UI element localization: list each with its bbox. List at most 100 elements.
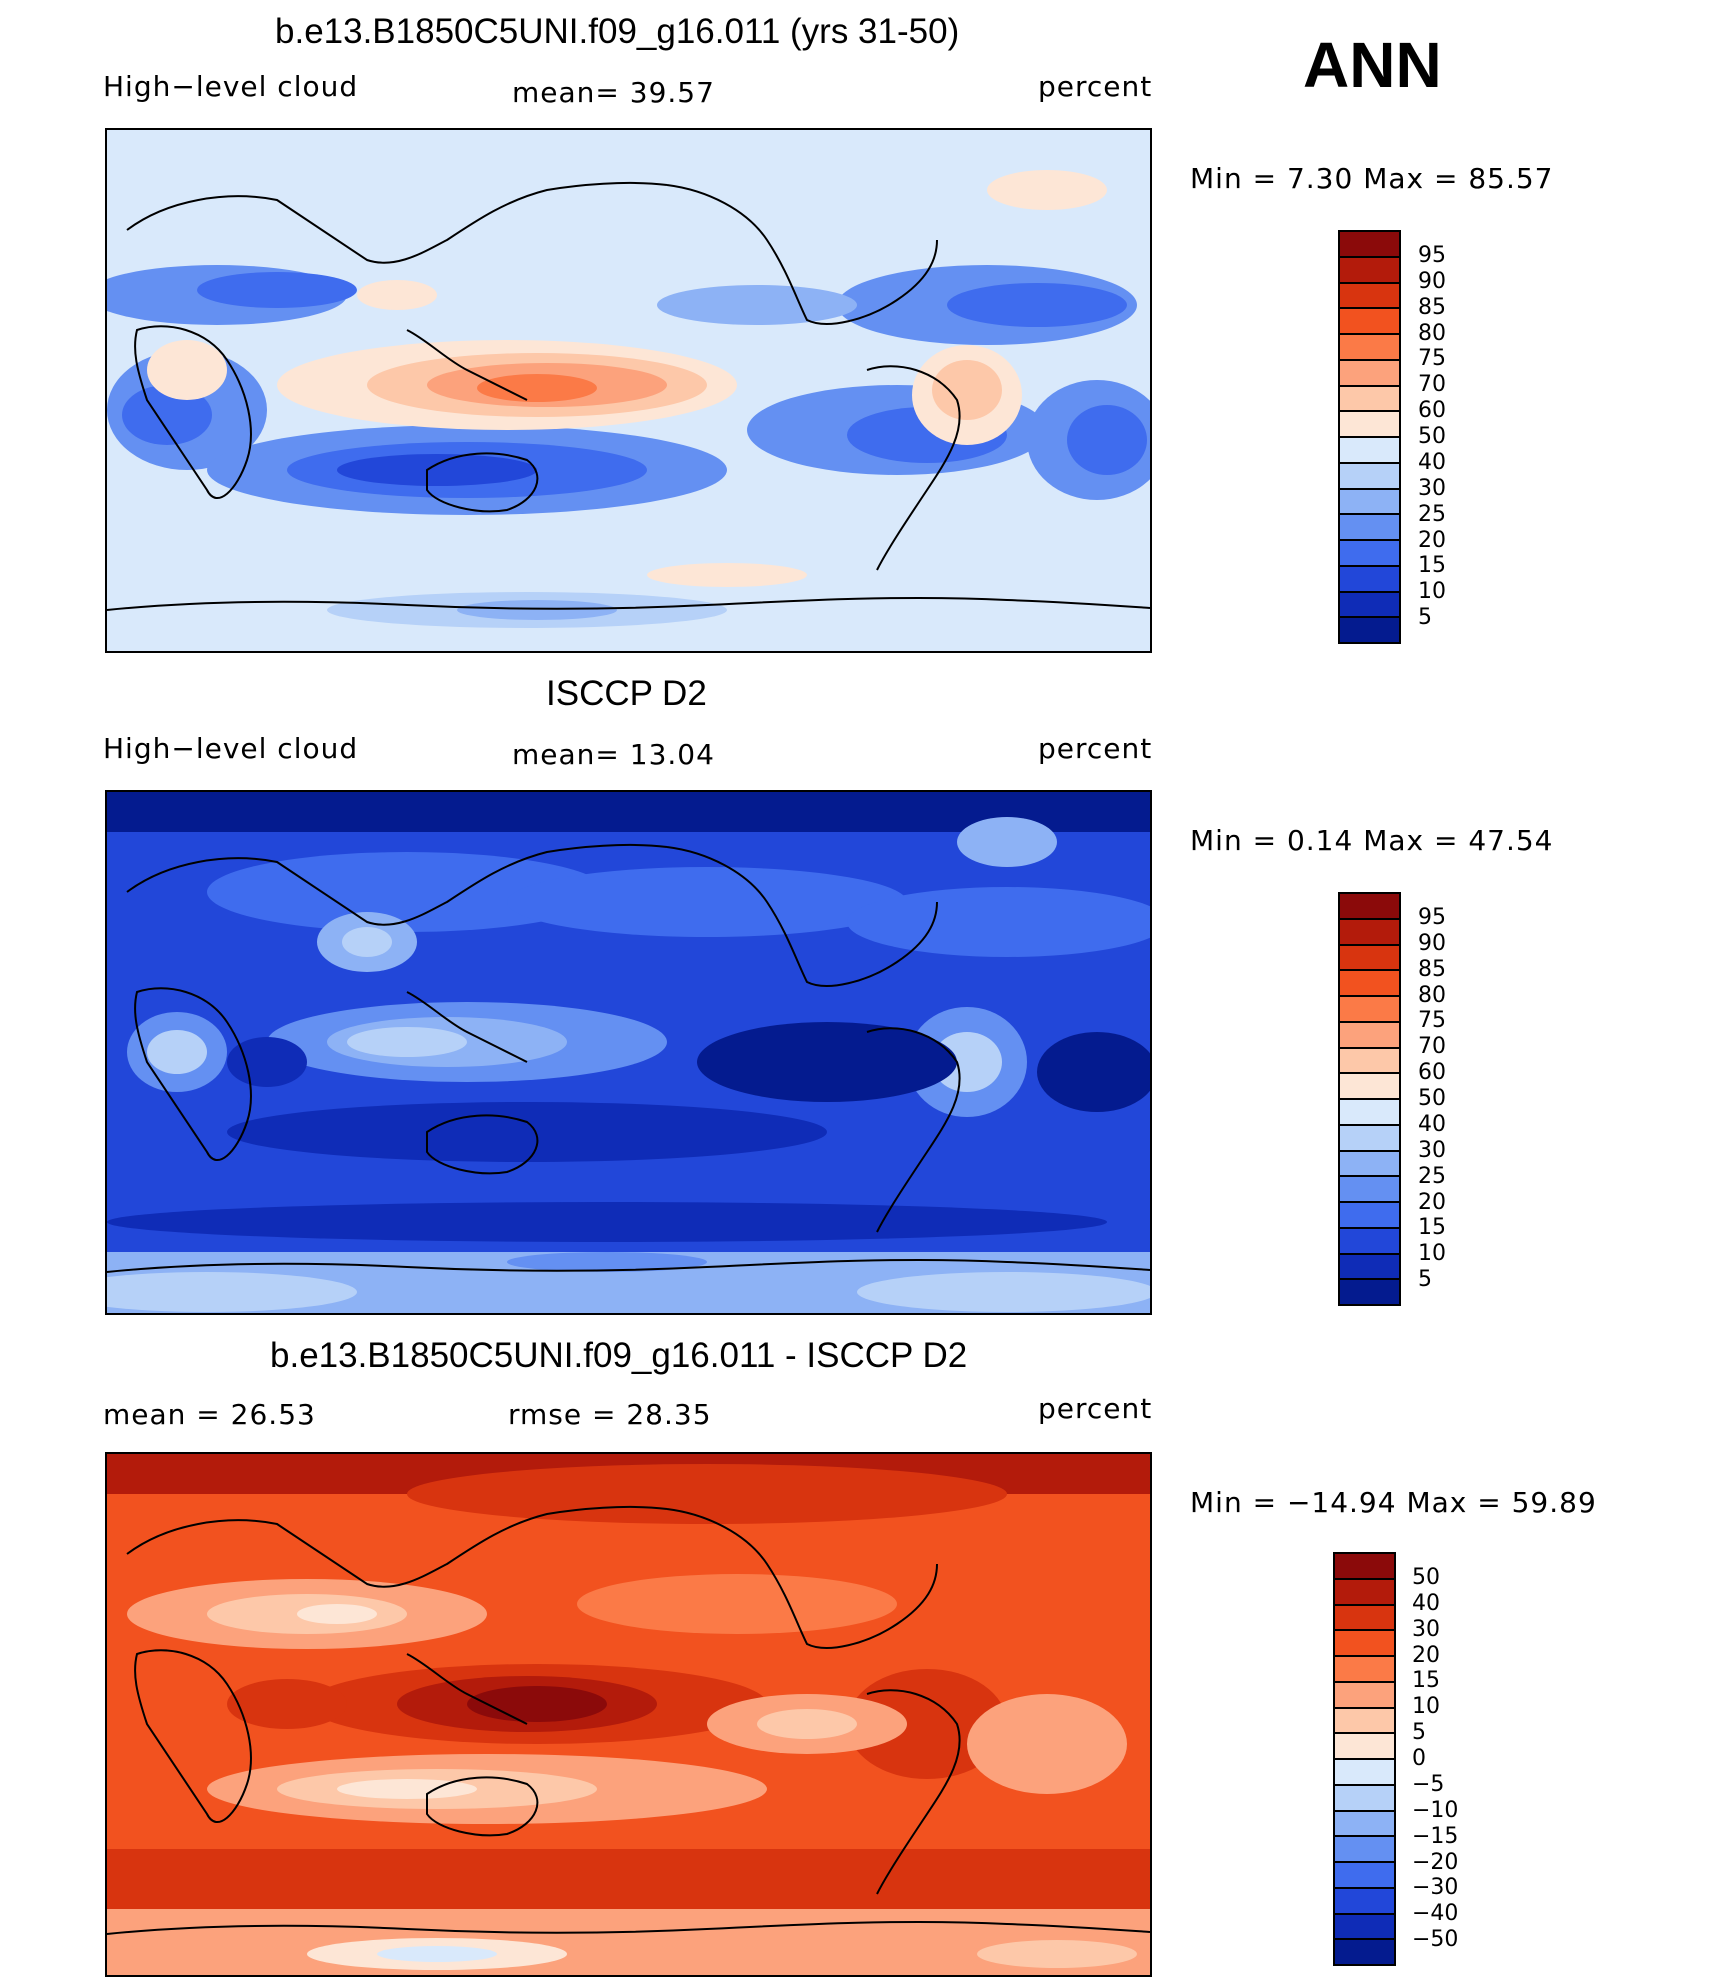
colorbar-tick-label: 15 xyxy=(1418,553,1446,579)
colorbar-tick-label: 60 xyxy=(1418,1060,1446,1086)
colorbar-tick-label: 85 xyxy=(1418,956,1446,982)
colorbar-tick-label: 50 xyxy=(1418,424,1446,449)
colorbar-swatch xyxy=(1335,1940,1394,1964)
panel-title: b.e13.B1850C5UNI.f09_g16.011 (yrs 31-50) xyxy=(275,12,960,51)
colorbar-tick-label: 25 xyxy=(1418,1163,1446,1189)
colorbar-labels: 95 90 85 80 75 70 60 50 40 30 25 20 15 10 5 xyxy=(1418,892,1478,1306)
colorbar-tick-label: 5 xyxy=(1418,1267,1432,1293)
colorbar xyxy=(1338,230,1401,644)
colorbar-tick-label: 40 xyxy=(1418,449,1446,475)
colorbar-tick-label: 40 xyxy=(1418,1111,1446,1137)
colorbar-tick-label: 50 xyxy=(1418,1086,1446,1111)
colorbar-tick-label: 0 xyxy=(1412,1746,1426,1771)
map-difference-high-cloud xyxy=(105,1452,1152,1977)
map-field xyxy=(107,1454,1150,1975)
colorbar-swatch xyxy=(1340,309,1399,335)
colorbar-swatch xyxy=(1335,1682,1394,1709)
colorbar-swatch xyxy=(1340,894,1399,920)
colorbar-tick-label: 85 xyxy=(1418,294,1446,320)
colorbar-swatch xyxy=(1340,1228,1399,1255)
mean-label: mean= 13.04 xyxy=(512,738,715,771)
colorbar-swatch xyxy=(1335,1605,1394,1632)
colorbar-tick-label: 10 xyxy=(1418,579,1446,605)
colorbar-swatch xyxy=(1335,1631,1394,1657)
colorbar-tick-label: 5 xyxy=(1418,605,1432,631)
colorbar-swatch xyxy=(1340,232,1399,258)
colorbar-swatch xyxy=(1340,463,1399,490)
colorbar-swatch xyxy=(1335,1708,1394,1735)
colorbar-swatch xyxy=(1340,997,1399,1023)
colorbar-tick-label: 50 xyxy=(1412,1564,1440,1590)
colorbar-cells xyxy=(1340,232,1399,642)
panel-title: b.e13.B1850C5UNI.f09_g16.011 - ISCCP D2 xyxy=(270,1336,968,1375)
map-isccp-high-cloud xyxy=(105,790,1152,1315)
colorbar-swatch xyxy=(1335,1785,1394,1812)
colorbar-swatch xyxy=(1340,1203,1399,1229)
colorbar-tick-label: 40 xyxy=(1412,1590,1440,1616)
colorbar-tick-label: 80 xyxy=(1418,982,1446,1008)
colorbar-swatch xyxy=(1340,919,1399,946)
panel-title: ISCCP D2 xyxy=(546,674,707,713)
colorbar-tick-label: 60 xyxy=(1418,398,1446,424)
colorbar-swatch xyxy=(1340,1151,1399,1178)
colorbar-swatch xyxy=(1340,971,1399,997)
rmse-label: rmse = 28.35 xyxy=(508,1398,712,1431)
colorbar-swatch xyxy=(1340,945,1399,972)
colorbar-swatch xyxy=(1340,438,1399,464)
mean-label: mean = 26.53 xyxy=(103,1398,316,1431)
colorbar-tick-label: 15 xyxy=(1412,1668,1440,1694)
colorbar-tick-label: 30 xyxy=(1418,475,1446,501)
colorbar-tick-label: 10 xyxy=(1412,1694,1440,1720)
colorbar-labels: 95 90 85 80 75 70 60 50 40 30 25 20 15 10 5 xyxy=(1418,230,1478,644)
colorbar-tick-label: 10 xyxy=(1418,1241,1446,1267)
colorbar xyxy=(1333,1552,1396,1966)
colorbar-swatch xyxy=(1335,1914,1394,1941)
variable-label: High−level cloud xyxy=(103,732,359,765)
colorbar-tick-label: 95 xyxy=(1418,904,1446,930)
colorbar-tick-label: 20 xyxy=(1418,527,1446,553)
colorbar-tick-label: −20 xyxy=(1412,1849,1459,1875)
colorbar-swatch xyxy=(1335,1888,1394,1915)
colorbar-swatch xyxy=(1335,1760,1394,1786)
units-label: percent xyxy=(1038,1392,1153,1425)
colorbar-tick-label: 20 xyxy=(1418,1189,1446,1215)
map-model-high-cloud xyxy=(105,128,1152,653)
colorbar-tick-label: 80 xyxy=(1418,320,1446,346)
colorbar-swatch xyxy=(1340,1100,1399,1126)
colorbar-swatch xyxy=(1340,541,1399,567)
colorbar-swatch xyxy=(1340,515,1399,541)
colorbar-swatch xyxy=(1335,1579,1394,1606)
colorbar-swatch xyxy=(1340,1022,1399,1049)
colorbar-tick-label: 95 xyxy=(1418,242,1446,268)
colorbar-swatch xyxy=(1340,386,1399,413)
colorbar-swatch xyxy=(1340,1254,1399,1281)
colorbar-tick-label: 70 xyxy=(1418,372,1446,398)
map-field xyxy=(107,792,1150,1313)
colorbar-swatch xyxy=(1340,618,1399,642)
colorbar-swatch xyxy=(1340,1125,1399,1152)
variable-label: High−level cloud xyxy=(103,70,359,103)
colorbar-tick-label: 90 xyxy=(1418,930,1446,956)
colorbar-swatch xyxy=(1340,489,1399,516)
map-field xyxy=(107,130,1150,651)
colorbar-swatch xyxy=(1335,1863,1394,1889)
colorbar-swatch xyxy=(1340,1048,1399,1075)
colorbar-swatch xyxy=(1340,412,1399,438)
colorbar-swatch xyxy=(1335,1734,1394,1760)
colorbar-tick-label: −15 xyxy=(1412,1823,1459,1849)
colorbar-swatch xyxy=(1335,1811,1394,1838)
colorbar-tick-label: 5 xyxy=(1412,1720,1426,1746)
colorbar-tick-label: 70 xyxy=(1418,1034,1446,1060)
colorbar-swatch xyxy=(1340,592,1399,619)
colorbar-swatch xyxy=(1335,1554,1394,1580)
colorbar-tick-label: −50 xyxy=(1412,1927,1459,1953)
colorbar-tick-label: 30 xyxy=(1418,1137,1446,1163)
colorbar-tick-label: 25 xyxy=(1418,501,1446,527)
colorbar-tick-label: 75 xyxy=(1418,1008,1446,1034)
colorbar-cells xyxy=(1340,894,1399,1304)
colorbar-tick-label: 90 xyxy=(1418,268,1446,294)
colorbar-labels: 50 40 30 20 15 10 5 0 −5 −10 −15 −20 −30 −40 −50 xyxy=(1412,1552,1482,1966)
colorbar-swatch xyxy=(1340,257,1399,284)
colorbar xyxy=(1338,892,1401,1306)
mean-label: mean= 39.57 xyxy=(512,76,715,109)
